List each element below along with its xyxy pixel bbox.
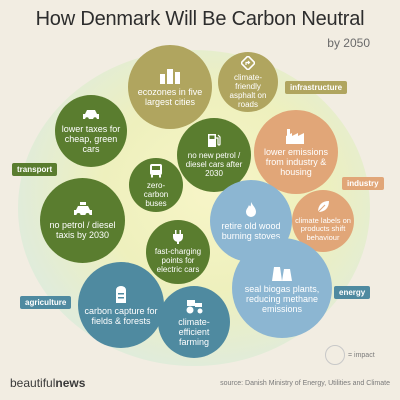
tractor-icon (186, 299, 203, 313)
taxi-icon (73, 201, 92, 217)
bubble-lower-emissions: lower emissions from industry & housing (254, 110, 338, 194)
bubble-label: fast-charging points for electric cars (154, 247, 202, 274)
bubble-lower-taxes: lower taxes for cheap, green cars (55, 95, 127, 167)
impact-legend: = impact (325, 345, 375, 365)
brand-logo: beautifulnews (10, 376, 85, 390)
car-icon (83, 109, 99, 121)
bubble-seal-biogas: seal biogas plants, reducing methane emi… (232, 238, 332, 338)
city-buildings-icon (160, 68, 180, 84)
bus-icon (150, 163, 162, 177)
bubble-label: retire old wood burning stoves (221, 220, 281, 241)
factory-icon (286, 128, 304, 144)
impact-circle-icon (325, 345, 345, 365)
bubble-label: seal biogas plants, reducing methane emi… (244, 283, 320, 314)
brand-light: beautiful (10, 376, 56, 390)
bubble-label: climate labels on products shift behavio… (295, 215, 351, 242)
bubble-label: climate-friendly asphalt on roads (229, 72, 267, 109)
bubble-fast-charging: fast-charging points for electric cars (146, 220, 210, 284)
bubble-no-new-petrol-cars: no new petrol / diesel cars after 2030 (177, 118, 251, 192)
tag-transport: transport (12, 163, 58, 176)
source-credit: source: Danish Ministry of Energy, Utili… (220, 380, 390, 387)
bubble-label: lower emissions from industry & housing (263, 146, 329, 177)
legend-text: = impact (348, 351, 375, 359)
route-sign-icon (241, 55, 255, 70)
fuel-pump-icon (208, 134, 221, 147)
bubble-climate-efficient-farming: climate-efficient farming (158, 286, 230, 358)
tag-agriculture: agriculture (20, 296, 72, 309)
bubble-label: carbon capture for fields & forests (84, 305, 158, 326)
brand-bold: news (55, 376, 86, 390)
flame-icon (246, 201, 256, 217)
page-subtitle: by 2050 (327, 36, 370, 50)
bubble-label: ecozones in five largest cities (137, 86, 203, 107)
bubble-ecozones: ecozones in five largest cities (128, 45, 212, 129)
bubble-label: no new petrol / diesel cars after 2030 (185, 151, 243, 178)
bubble-no-petrol-taxis: no petrol / diesel taxis by 2030 (40, 178, 125, 263)
bubble-label: lower taxes for cheap, green cars (61, 123, 121, 154)
bubble-asphalt: climate-friendly asphalt on roads (218, 52, 278, 112)
bubble-label: climate-efficient farming (178, 316, 210, 347)
charging-plug-icon (173, 230, 183, 244)
tag-energy: energy (334, 286, 371, 299)
silo-icon (116, 285, 126, 303)
bubble-label: no petrol / diesel taxis by 2030 (49, 219, 116, 240)
page-title: How Denmark Will Be Carbon Neutral (35, 8, 365, 30)
tag-industry: industry (342, 177, 384, 190)
tag-infrastructure: infrastructure (285, 81, 348, 94)
leaf-icon (317, 200, 329, 213)
bubble-zero-carbon-buses: zero-carbon buses (129, 158, 183, 212)
bubble-carbon-capture: carbon capture for fields & forests (78, 262, 164, 348)
bubble-label: zero-carbon buses (143, 180, 169, 208)
cooling-towers-icon (272, 266, 292, 281)
